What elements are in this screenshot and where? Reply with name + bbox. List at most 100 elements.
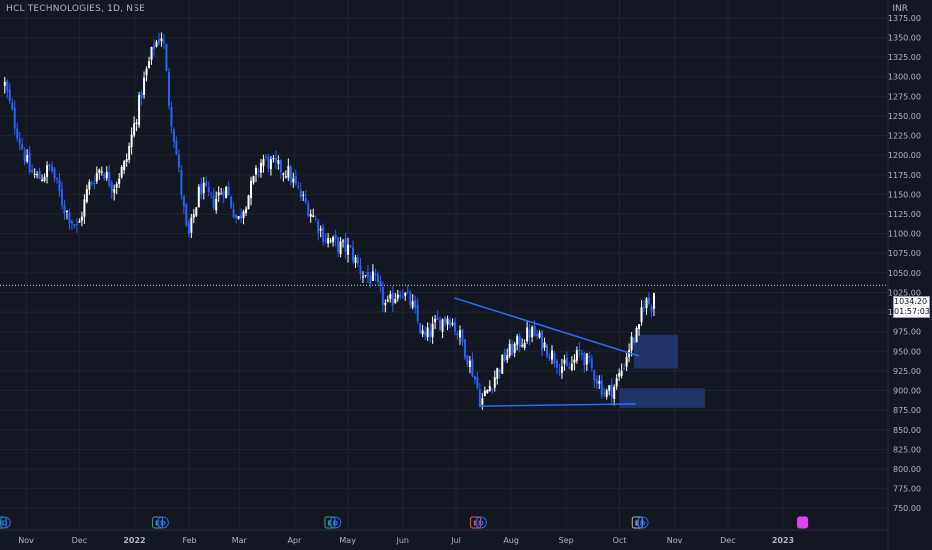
candle-body <box>548 356 551 359</box>
candle-body <box>451 322 454 326</box>
candle-body <box>513 343 516 353</box>
candle-body <box>41 179 44 182</box>
price-tick-label: 950.00 <box>893 347 921 356</box>
dividend-icon <box>636 516 649 529</box>
candle-body <box>240 214 243 219</box>
candle-body <box>384 302 387 306</box>
candle-body <box>344 238 347 252</box>
candle-body <box>511 344 514 356</box>
grid-lines <box>0 0 888 530</box>
candle-body <box>391 293 394 305</box>
candle-body <box>177 154 180 168</box>
event-marker-dividend[interactable]: D <box>0 516 11 529</box>
candle-body <box>56 177 59 179</box>
events-layer[interactable]: ED E D E D E D E D E <box>0 516 809 529</box>
candle-body <box>78 220 81 223</box>
candle-body <box>100 171 103 173</box>
event-letter: E <box>0 520 4 528</box>
candle-body <box>327 238 330 244</box>
candle-body <box>563 359 566 364</box>
candle-body <box>123 161 126 170</box>
candle-body <box>354 257 357 263</box>
price-tick-label: 850.00 <box>893 426 921 435</box>
candle-body <box>26 154 29 162</box>
candle-body <box>103 173 106 180</box>
candle-body <box>645 298 648 309</box>
candle-body <box>88 181 91 190</box>
candle-body <box>565 357 568 366</box>
candle-body <box>48 164 51 167</box>
price-tick-label: 1050.00 <box>888 269 921 278</box>
event-letter: D <box>640 520 646 528</box>
candle-body <box>416 304 419 321</box>
event-marker-dividend[interactable]: D <box>156 516 169 529</box>
candle-body <box>128 145 131 160</box>
candle-body <box>257 170 260 173</box>
event-marker-dividend[interactable]: D <box>474 516 487 529</box>
price-axis[interactable]: 750.00 775.00 800.00 825.00 850.00 875.00 900.… <box>887 0 921 550</box>
time-axis[interactable]: Nov Dec 2022 Feb Mar Apr May Jun Jul Aug Sep Oct Nov… <box>0 529 888 545</box>
candle-body <box>225 186 228 199</box>
price-tick-label: 1275.00 <box>888 92 921 101</box>
symbol-title[interactable]: HCL TECHNOLOGIES, 1D, NSE <box>6 4 146 14</box>
candle-body <box>73 223 76 226</box>
event-letter: D <box>2 520 8 528</box>
candle-body <box>322 226 325 243</box>
candle-body <box>456 333 459 336</box>
candle-body <box>11 102 14 110</box>
candle-body <box>267 156 270 170</box>
candle-body <box>603 392 606 395</box>
candle-body <box>371 271 374 281</box>
candle-body <box>43 176 46 181</box>
price-tick-label: 1075.00 <box>888 249 921 258</box>
time-tick-label: Nov <box>18 536 34 545</box>
price-tick-label: 1175.00 <box>888 171 921 180</box>
price-tick-label: 1375.00 <box>888 14 921 23</box>
event-marker-earnings[interactable]: E <box>797 516 809 529</box>
candle-body <box>232 208 235 218</box>
event-letter: D <box>332 520 338 528</box>
candle-body <box>379 281 382 287</box>
candle-body <box>386 299 389 302</box>
candle-body <box>620 370 623 376</box>
time-tick-label: Sep <box>559 536 574 545</box>
candle-body <box>230 196 233 208</box>
candle-body <box>36 173 39 176</box>
time-tick-label: Apr <box>287 536 302 545</box>
candle-body <box>424 331 427 336</box>
price-tick-label: 1150.00 <box>888 190 921 199</box>
candle-body <box>140 92 143 99</box>
demand-zone <box>633 334 679 369</box>
candle-body <box>227 186 230 196</box>
candle-body <box>613 386 616 399</box>
event-marker-earnings[interactable]: E <box>0 516 7 529</box>
candle-body <box>573 359 576 363</box>
candle-body <box>294 175 297 184</box>
event-marker-dividend[interactable]: D <box>636 516 649 529</box>
candle-body <box>262 159 265 166</box>
candle-body <box>506 355 509 360</box>
candle-body <box>21 144 24 150</box>
candle-body <box>404 292 407 296</box>
candle-body <box>279 160 282 173</box>
candle-body <box>588 356 591 358</box>
candle-body <box>553 353 556 364</box>
candle-body <box>389 294 392 299</box>
candle-body <box>118 178 121 184</box>
event-letter: D <box>160 520 166 528</box>
candle-body <box>222 191 225 197</box>
candle-body <box>304 197 307 203</box>
candle-body <box>531 327 534 338</box>
candle-body <box>526 327 529 342</box>
price-tick-label: 925.00 <box>893 367 921 376</box>
candle-body <box>180 169 183 196</box>
event-marker-dividend[interactable]: D <box>329 516 342 529</box>
candle-body <box>630 336 633 351</box>
candle-body <box>314 218 317 220</box>
candle-body <box>8 89 11 101</box>
candle-body <box>436 317 439 321</box>
candle-body <box>299 190 302 198</box>
earnings-icon <box>324 516 336 529</box>
candle-body <box>18 139 21 144</box>
